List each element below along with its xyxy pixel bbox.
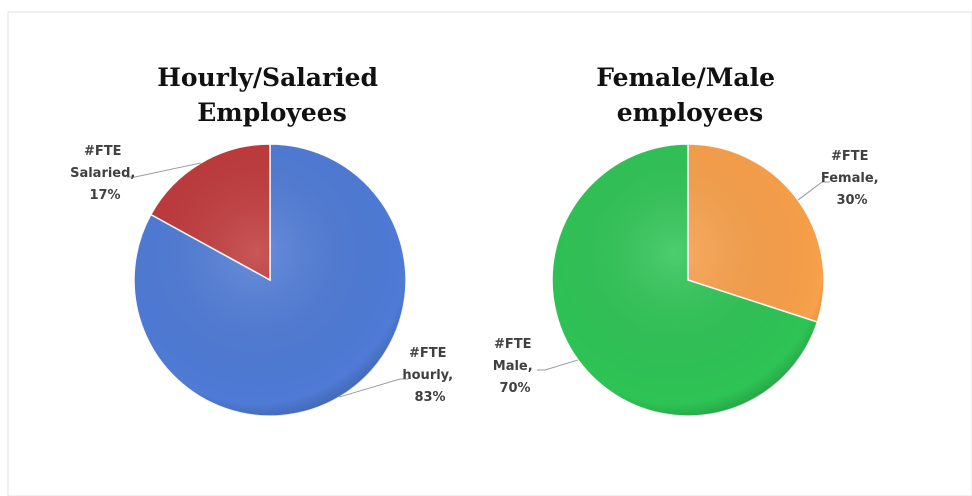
data-label: #FTE Female, 30% bbox=[821, 149, 883, 208]
chart-title: Female/Male employees bbox=[596, 63, 783, 127]
data-label: #FTE Male, 70% bbox=[493, 337, 537, 396]
chart-title: Hourly/Salaried Employees bbox=[157, 63, 387, 127]
data-label: #FTE Salaried, 17% bbox=[70, 144, 140, 203]
data-label: #FTE hourly, 83% bbox=[402, 346, 457, 405]
